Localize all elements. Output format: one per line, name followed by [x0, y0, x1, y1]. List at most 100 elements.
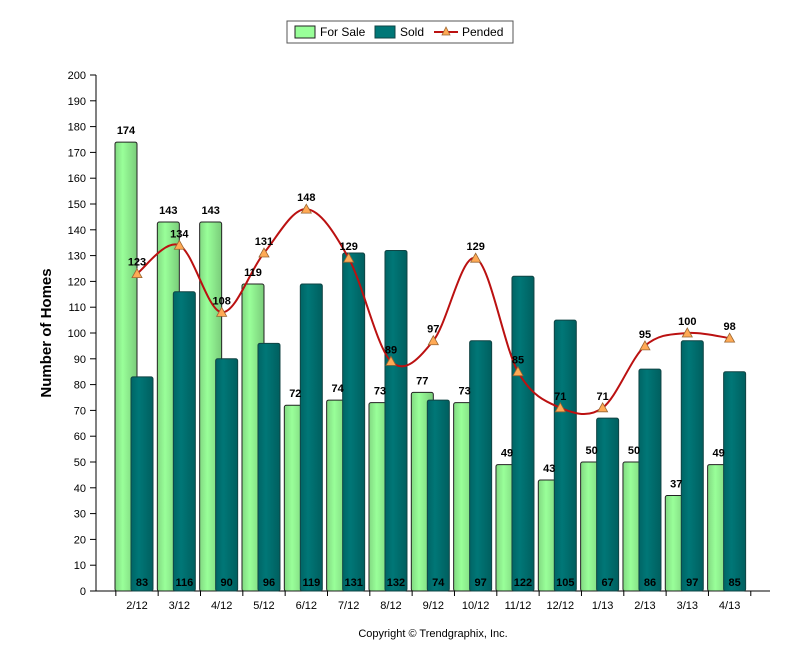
data-label-for-sale: 73: [459, 386, 471, 398]
data-label-sold: 67: [602, 577, 614, 589]
legend-swatch-sold: [374, 25, 396, 39]
data-label-pended: 71: [597, 391, 609, 403]
bar-sold: [257, 342, 281, 592]
data-label-pended: 97: [427, 324, 439, 336]
data-label-for-sale: 77: [416, 375, 428, 387]
x-tick-label: 6/12: [296, 600, 317, 612]
y-tick-label: 10: [74, 560, 86, 572]
axes: 0 10 20 30 40 50 60 70 80 90 100 110 120 130 140 150 160…: [68, 70, 770, 612]
legend: For Sale Sold Pended: [286, 20, 514, 44]
x-tick-label: 2/13: [634, 600, 655, 612]
pended-marker: [427, 334, 439, 346]
data-label-for-sale: 37: [670, 479, 682, 491]
pended-marker: [215, 306, 228, 317]
y-tick-label: 120: [68, 276, 86, 288]
data-label-sold: 85: [728, 577, 740, 589]
bar-sold: [384, 249, 408, 592]
y-tick-label: 200: [68, 70, 86, 82]
bar-sold: [553, 319, 577, 592]
data-label-pended: 148: [297, 192, 315, 204]
x-tick-label: 2/12: [126, 600, 147, 612]
x-tick-label: 11/12: [505, 600, 532, 612]
y-tick-label: 70: [74, 405, 86, 417]
data-label-pended: 100: [678, 316, 696, 328]
data-label-pended: 85: [512, 355, 524, 367]
y-tick-label: 60: [74, 431, 86, 443]
x-tick-label: 1/13: [592, 600, 613, 612]
bar-sold: [172, 291, 196, 592]
bar-sold: [299, 283, 323, 592]
y-tick-label: 0: [80, 586, 86, 598]
legend-marker-pended: [441, 26, 451, 36]
data-label-sold: 86: [644, 577, 656, 589]
data-label-sold: 131: [344, 577, 362, 589]
data-label-sold: 132: [387, 577, 405, 589]
y-tick-label: 80: [74, 380, 86, 392]
pended-marker: [723, 332, 736, 343]
y-tick-label: 190: [68, 96, 86, 108]
legend-label-pended: Pended: [462, 25, 503, 39]
bar-sold: [511, 275, 535, 592]
data-label-sold: 97: [475, 577, 487, 589]
bar-sold: [342, 252, 366, 592]
data-label-sold: 97: [686, 577, 698, 589]
y-tick-label: 170: [68, 147, 86, 159]
data-label-sold: 116: [175, 577, 193, 589]
bar-sold: [469, 340, 493, 592]
y-tick-label: 150: [68, 199, 86, 211]
data-label-pended: 129: [339, 241, 357, 253]
x-tick-label: 7/12: [338, 600, 359, 612]
data-label-for-sale: 49: [501, 448, 513, 460]
y-tick-label: 100: [68, 328, 86, 340]
pended-marker: [596, 401, 609, 413]
y-tick-label: 50: [74, 457, 86, 469]
pended-marker: [512, 365, 524, 377]
y-tick-label: 30: [74, 509, 86, 521]
data-label-for-sale: 50: [628, 445, 640, 457]
data-label-pended: 129: [466, 241, 484, 253]
data-label-sold: 74: [432, 577, 445, 589]
data-label-pended: 89: [385, 344, 397, 356]
x-tick-label: 9/12: [423, 600, 444, 612]
data-label-pended: 71: [554, 391, 566, 403]
data-label-pended: 123: [128, 257, 146, 269]
pended-marker: [258, 247, 270, 258]
data-label-pended: 108: [212, 295, 230, 307]
pended-marker: [639, 340, 651, 351]
bars: [114, 141, 747, 592]
x-tick-label: 3/13: [677, 600, 698, 612]
data-label-sold: 105: [556, 577, 574, 589]
data-label-for-sale: 73: [374, 386, 386, 398]
y-tick-label: 140: [68, 225, 86, 237]
y-axis-label: Number of Homes: [38, 268, 55, 397]
y-tick-label: 160: [68, 173, 86, 185]
y-tick-label: 40: [74, 483, 86, 495]
data-label-sold: 96: [263, 577, 275, 589]
data-label-for-sale: 174: [117, 125, 136, 137]
y-tick-label: 110: [68, 302, 86, 314]
data-label-for-sale: 119: [244, 267, 262, 279]
data-label-sold: 90: [221, 577, 233, 589]
pended-line: [131, 203, 736, 415]
data-label-sold: 122: [514, 577, 532, 589]
y-tick-label: 90: [74, 354, 86, 366]
bar-sold: [426, 399, 450, 592]
pended-marker: [300, 203, 312, 214]
bar-sold: [680, 340, 704, 592]
y-tick-label: 180: [68, 122, 86, 134]
data-labels: 174 83 143 116 143 90 119 96 72 119 74 131 73 132 77 74…: [117, 125, 741, 589]
legend-label-sold: Sold: [400, 25, 424, 39]
x-tick-label: 12/12: [547, 600, 575, 612]
pended-marker: [554, 401, 566, 413]
legend-label-for-sale: For Sale: [320, 25, 366, 39]
data-label-for-sale: 49: [712, 448, 724, 460]
copyright-footer: Copyright © Trendgraphix, Inc.: [358, 628, 507, 640]
bar-sold: [215, 358, 239, 592]
pended-marker: [342, 252, 355, 263]
data-label-sold: 83: [136, 577, 148, 589]
pended-marker: [681, 327, 693, 338]
data-label-for-sale: 43: [543, 463, 555, 475]
y-tick-label: 20: [74, 534, 86, 546]
data-label-for-sale: 50: [586, 445, 598, 457]
bar-sold: [130, 376, 154, 592]
